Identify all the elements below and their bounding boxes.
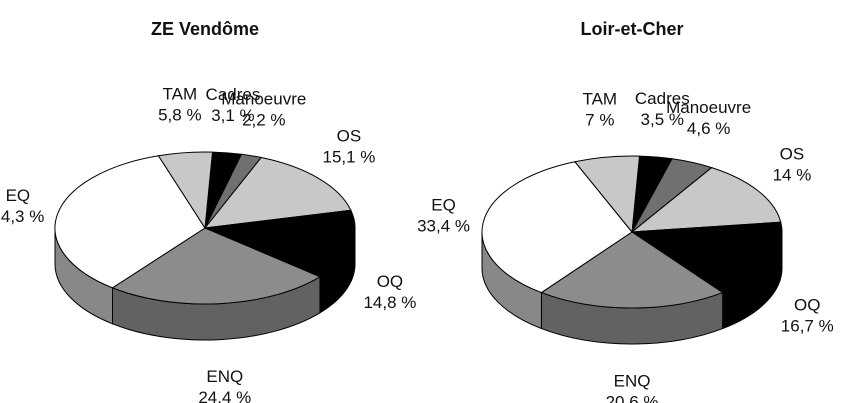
slice-value: 15,1 % xyxy=(322,148,375,167)
slice-value: 5,8 % xyxy=(158,106,201,125)
slice-value: 14 % xyxy=(773,166,812,185)
slice-value: 33,4 % xyxy=(417,217,470,236)
slice-label: EQ xyxy=(431,196,456,215)
slice-value: 14,8 % xyxy=(363,293,416,312)
slice xyxy=(630,221,783,294)
slice-label: TAM xyxy=(163,85,198,104)
pie-chart: Loir-et-Cher Cadres 3,5 %Manoeuvre 4,6 % OS 1… xyxy=(417,19,834,403)
chart-title: ZE Vendôme xyxy=(151,19,259,39)
slice-label: OQ xyxy=(794,295,820,314)
slice-value: 3,5 % xyxy=(641,110,684,129)
slice-value: 16,7 % xyxy=(781,316,834,335)
pie-tops xyxy=(54,151,356,305)
slice-label: ENQ xyxy=(614,371,651,390)
slice-label: Manoeuvre xyxy=(221,90,306,109)
chart-title: Loir-et-Cher xyxy=(581,19,684,39)
slice xyxy=(157,151,214,230)
pie-chart: ZE Vendôme Cadres 3,1 %Manoeuvre 2,2 % OS 15,… xyxy=(0,19,416,403)
slice-label: Cadres xyxy=(206,85,261,104)
slice xyxy=(54,155,206,289)
pie-tops xyxy=(481,155,783,309)
slice-value: 3,1 % xyxy=(211,106,254,125)
slice-value: 24,4 % xyxy=(198,388,251,403)
slice-value: 4,6 % xyxy=(687,119,730,138)
slice xyxy=(573,155,641,234)
slice-label: Cadres xyxy=(635,89,690,108)
slice-label: EQ xyxy=(6,186,31,205)
slice-label: ENQ xyxy=(206,367,243,386)
slice-label: OS xyxy=(337,127,362,146)
slice-value: 7 % xyxy=(585,110,614,129)
slice-value: 34,3 % xyxy=(0,207,44,226)
labels: Cadres 3,5 %Manoeuvre 4,6 % OS 14 % OQ 16,7 % E… xyxy=(417,89,834,403)
slice-value: 20,6 % xyxy=(606,392,659,403)
labels: Cadres 3,1 %Manoeuvre 2,2 % OS 15,1 % OQ 14,8 … xyxy=(0,85,416,403)
slice xyxy=(481,161,633,294)
slice xyxy=(630,167,782,233)
slice-label: OQ xyxy=(377,272,403,291)
slice-label: OS xyxy=(780,145,805,164)
slice xyxy=(111,227,322,305)
slice xyxy=(203,209,356,278)
slice xyxy=(540,231,724,309)
slice-value: 2,2 % xyxy=(242,111,285,130)
slice-label: TAM xyxy=(582,89,617,108)
slice-label: Manoeuvre xyxy=(666,98,751,117)
slice xyxy=(203,156,352,229)
